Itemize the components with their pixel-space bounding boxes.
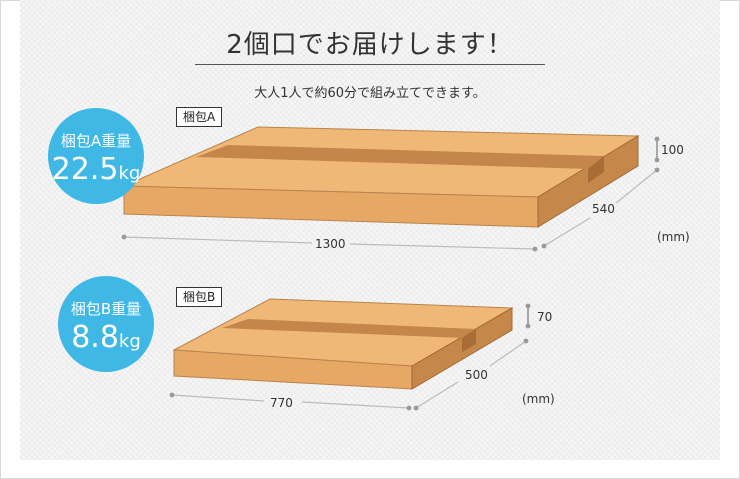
package-b-depth: 500 — [465, 368, 488, 382]
package-b-box — [172, 298, 514, 390]
assembly-note: 大人1人で約60分で組み立てできます。 — [254, 86, 486, 101]
package-a-weight-label: 梱包A重量 — [60, 132, 132, 150]
package-b-height: 70 — [537, 310, 553, 324]
package-a-tag: 梱包A — [176, 107, 223, 127]
package-a-box — [123, 126, 640, 228]
package-a-weight-value: 22.5 — [51, 152, 119, 187]
package-b-weight-value: 8.8 — [71, 320, 119, 355]
package-b-tape — [222, 319, 476, 338]
package-b-dimensions — [169, 303, 531, 411]
package-b-weight: 8.8kg — [58, 321, 154, 359]
package-a-width: 1300 — [315, 237, 346, 251]
package-b-tag: 梱包B — [176, 287, 223, 307]
package-a-depth: 540 — [592, 202, 615, 216]
package-b-weight-label: 梱包B重量 — [70, 300, 142, 318]
package-a-dimensions — [121, 136, 660, 252]
package-a-unit: (mm) — [657, 230, 690, 244]
package-b-width: 770 — [270, 396, 293, 410]
package-b-weight-unit: kg — [118, 331, 141, 352]
title-underline — [195, 64, 545, 65]
package-a-tape-side — [588, 156, 604, 183]
package-a-height: 100 — [661, 143, 684, 157]
page-title: 2個口でお届けします！ — [226, 30, 514, 60]
package-a-weight-unit: kg — [118, 163, 141, 184]
package-a-weight-badge: 梱包A重量 22.5kg — [48, 108, 144, 204]
package-b-tape-side — [462, 329, 476, 352]
package-a-weight: 22.5kg — [48, 153, 144, 191]
package-a-tape — [196, 145, 604, 169]
package-b-weight-badge: 梱包B重量 8.8kg — [58, 276, 154, 372]
package-b-unit: (mm) — [522, 392, 555, 406]
